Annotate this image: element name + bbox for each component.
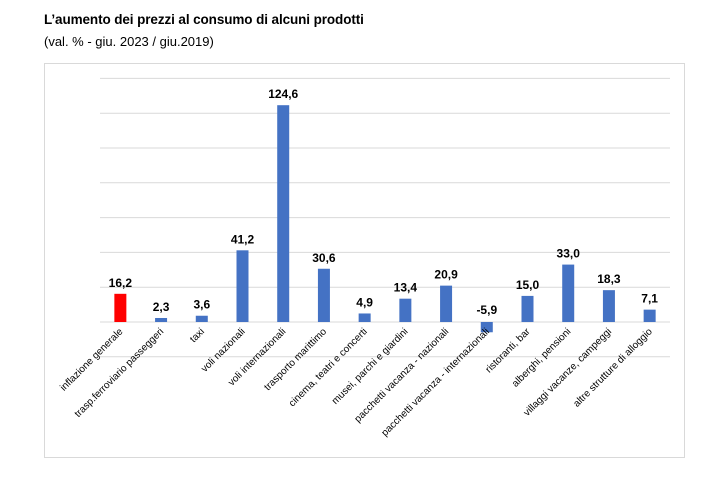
data-label: 41,2 (231, 232, 255, 246)
bar (399, 298, 412, 322)
bar (277, 105, 290, 322)
category-label: musei, parchi e giardini (330, 326, 410, 406)
bar (195, 315, 208, 322)
chart-subtitle: (val. % - giu. 2023 / giu.2019) (44, 34, 214, 49)
category-label: altre strutture di alloggio (572, 326, 656, 410)
bar (440, 285, 453, 322)
data-label: 4,9 (356, 295, 373, 309)
chart-title: L’aumento dei prezzi al consumo di alcun… (44, 12, 364, 27)
bar (643, 309, 656, 322)
bar (236, 250, 249, 322)
data-label: -5,9 (476, 303, 497, 317)
category-label: cinema, teatri e concerti (287, 326, 370, 409)
bar (480, 322, 493, 333)
bar (358, 313, 371, 322)
data-label: 20,9 (434, 268, 458, 282)
data-label: 16,2 (109, 276, 133, 290)
bar (602, 290, 615, 322)
data-label: 7,1 (641, 292, 658, 306)
category-label: trasp.ferroviario passeggeri (73, 326, 166, 419)
data-label: 33,0 (557, 247, 581, 261)
data-label: 30,6 (312, 251, 336, 265)
data-label: 2,3 (153, 300, 170, 314)
bar (521, 295, 534, 322)
data-label: 15,0 (516, 278, 540, 292)
bar (562, 264, 575, 322)
data-label: 124,6 (268, 87, 298, 101)
data-label: 18,3 (597, 272, 621, 286)
data-label: 13,4 (394, 281, 418, 295)
bar (317, 268, 330, 322)
bar (114, 293, 127, 322)
bar (155, 317, 168, 322)
chart-frame (44, 63, 685, 458)
category-label: taxi (188, 326, 207, 345)
data-label: 3,6 (193, 298, 210, 312)
